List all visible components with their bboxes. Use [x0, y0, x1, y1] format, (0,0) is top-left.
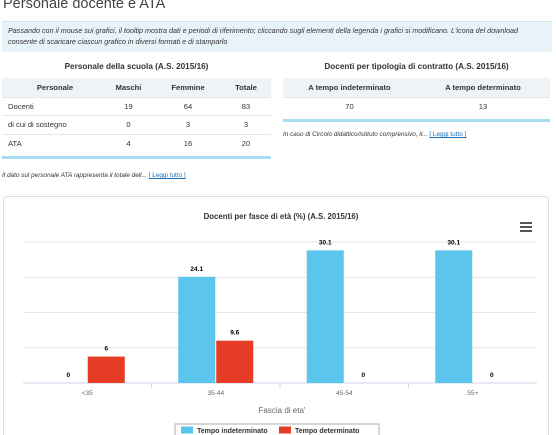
table-row: Docenti 19 64 83: [2, 96, 271, 116]
page-title: Personale docente e ATA: [3, 0, 166, 12]
staff-table: Personale Maschi Femmine Totale Docenti …: [2, 78, 271, 153]
staff-cell: 4: [102, 133, 155, 153]
contract-note: In caso di Circolo didattico/istituto co…: [283, 131, 466, 138]
staff-cell: Docenti: [2, 96, 102, 116]
contract-note-text: In caso di Circolo didattico/istituto co…: [283, 131, 428, 138]
contract-header-indeterminato: A tempo indeterminato: [283, 78, 416, 97]
staff-table-title: Personale della scuola (A.S. 2015/16): [64, 62, 209, 71]
chart-card: [3, 196, 549, 435]
staff-header-personale: Personale: [2, 78, 102, 97]
staff-note: Il dato sul personale ATA rappresenta il…: [2, 172, 186, 179]
contract-header-determinato: A tempo determinato: [416, 78, 550, 97]
staff-cell: 20: [221, 133, 271, 153]
staff-note-text: Il dato sul personale ATA rappresenta il…: [2, 172, 147, 179]
staff-header-femmine: Femmine: [155, 78, 221, 97]
staff-cell: 83: [221, 96, 271, 116]
table-row: di cui di sostegno 0 3 3: [2, 115, 271, 134]
staff-cell: 0: [102, 115, 155, 134]
contract-read-more-link[interactable]: [ Leggi tutto ]: [429, 131, 467, 138]
info-box: Passando con il mouse sui grafici, il to…: [2, 21, 552, 52]
staff-table-bottom-bar: [2, 156, 271, 159]
staff-cell: 64: [155, 96, 221, 116]
staff-cell: 16: [155, 133, 221, 153]
staff-cell: 19: [102, 96, 155, 116]
contract-table: A tempo indeterminato A tempo determinat…: [283, 78, 550, 116]
hamburger-menu-icon[interactable]: [520, 222, 532, 232]
contract-table-bottom-bar: [283, 119, 550, 122]
staff-cell: ATA: [2, 133, 102, 153]
staff-header-maschi: Maschi: [102, 78, 155, 97]
table-row: ATA 4 16 20: [2, 133, 271, 153]
contract-cell: 70: [283, 96, 416, 116]
staff-header-totale: Totale: [221, 78, 271, 97]
staff-cell: di cui di sostegno: [2, 115, 102, 134]
staff-cell: 3: [221, 115, 271, 134]
staff-cell: 3: [155, 115, 221, 134]
contract-cell: 13: [416, 96, 550, 116]
table-row: 70 13: [283, 96, 550, 116]
staff-read-more-link[interactable]: [ Leggi tutto ]: [148, 172, 186, 179]
contract-table-title: Docenti per tipologia di contratto (A.S.…: [324, 62, 509, 71]
